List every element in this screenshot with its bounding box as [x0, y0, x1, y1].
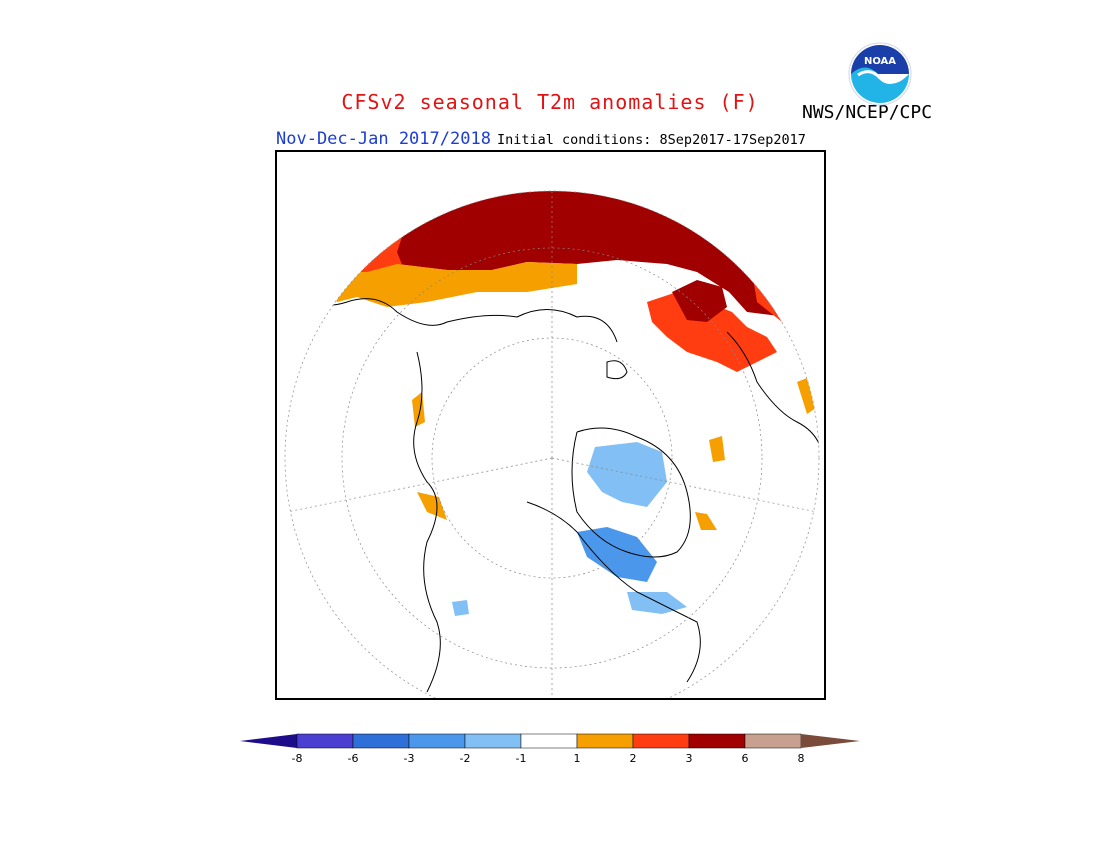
legend-label: -1: [515, 752, 527, 765]
logo-wave: [851, 67, 909, 103]
polar-map: [284, 190, 820, 698]
color-legend: [240, 733, 860, 749]
legend-label: 8: [797, 752, 805, 765]
anomaly-cool-greenland: [587, 442, 667, 507]
legend-label: 3: [685, 752, 693, 765]
agency-label: NWS/NCEP/CPC: [802, 102, 933, 123]
legend-label: 2: [629, 752, 637, 765]
anomaly-cool-alaska: [452, 600, 469, 616]
anomaly-colder-canada: [577, 527, 657, 582]
initial-conditions: Initial conditions: 8Sep2017-17Sep2017: [497, 132, 806, 148]
coastlines: [286, 291, 819, 693]
anomaly-strong-warm-europe: [672, 280, 727, 322]
noaa-logo: NOAA: [848, 42, 912, 106]
legend-label: 1: [573, 752, 581, 765]
anomaly-mild-warm-scandinavia: [709, 436, 725, 462]
legend-swatch-above-8: [801, 734, 860, 748]
logo-text: NOAA: [864, 56, 896, 67]
forecast-period: Nov-Dec-Jan 2017/2018: [276, 129, 491, 149]
legend-label: -2: [459, 752, 471, 765]
legend-swatch: [464, 733, 522, 749]
anomaly-mild-warm-band: [327, 262, 577, 307]
legend-label: -8: [291, 752, 303, 765]
anomaly-cool-hudson: [627, 592, 687, 614]
legend-swatch: [576, 733, 634, 749]
logo-sky: [851, 45, 909, 74]
legend-swatch: [520, 733, 578, 749]
legend-label: -6: [347, 752, 359, 765]
legend-swatch: [744, 733, 802, 749]
legend-swatch: [352, 733, 410, 749]
map-panel: [275, 150, 826, 700]
map-title: CFSv2 seasonal T2m anomalies (F): [341, 90, 759, 114]
legend-swatch: [632, 733, 690, 749]
anomaly-warm-region-europe: [647, 292, 777, 372]
globe-edge: [284, 190, 820, 698]
graticule: [286, 191, 818, 698]
legend-swatch-below-8: [240, 734, 297, 748]
anomaly-mild-warm-alaska: [417, 492, 447, 520]
legend-label: -3: [403, 752, 415, 765]
legend-swatch: [408, 733, 466, 749]
anomaly-mild-warm-greenland: [695, 512, 717, 530]
legend-label: 6: [741, 752, 749, 765]
legend-swatch: [688, 733, 746, 749]
legend-swatch: [296, 733, 354, 749]
